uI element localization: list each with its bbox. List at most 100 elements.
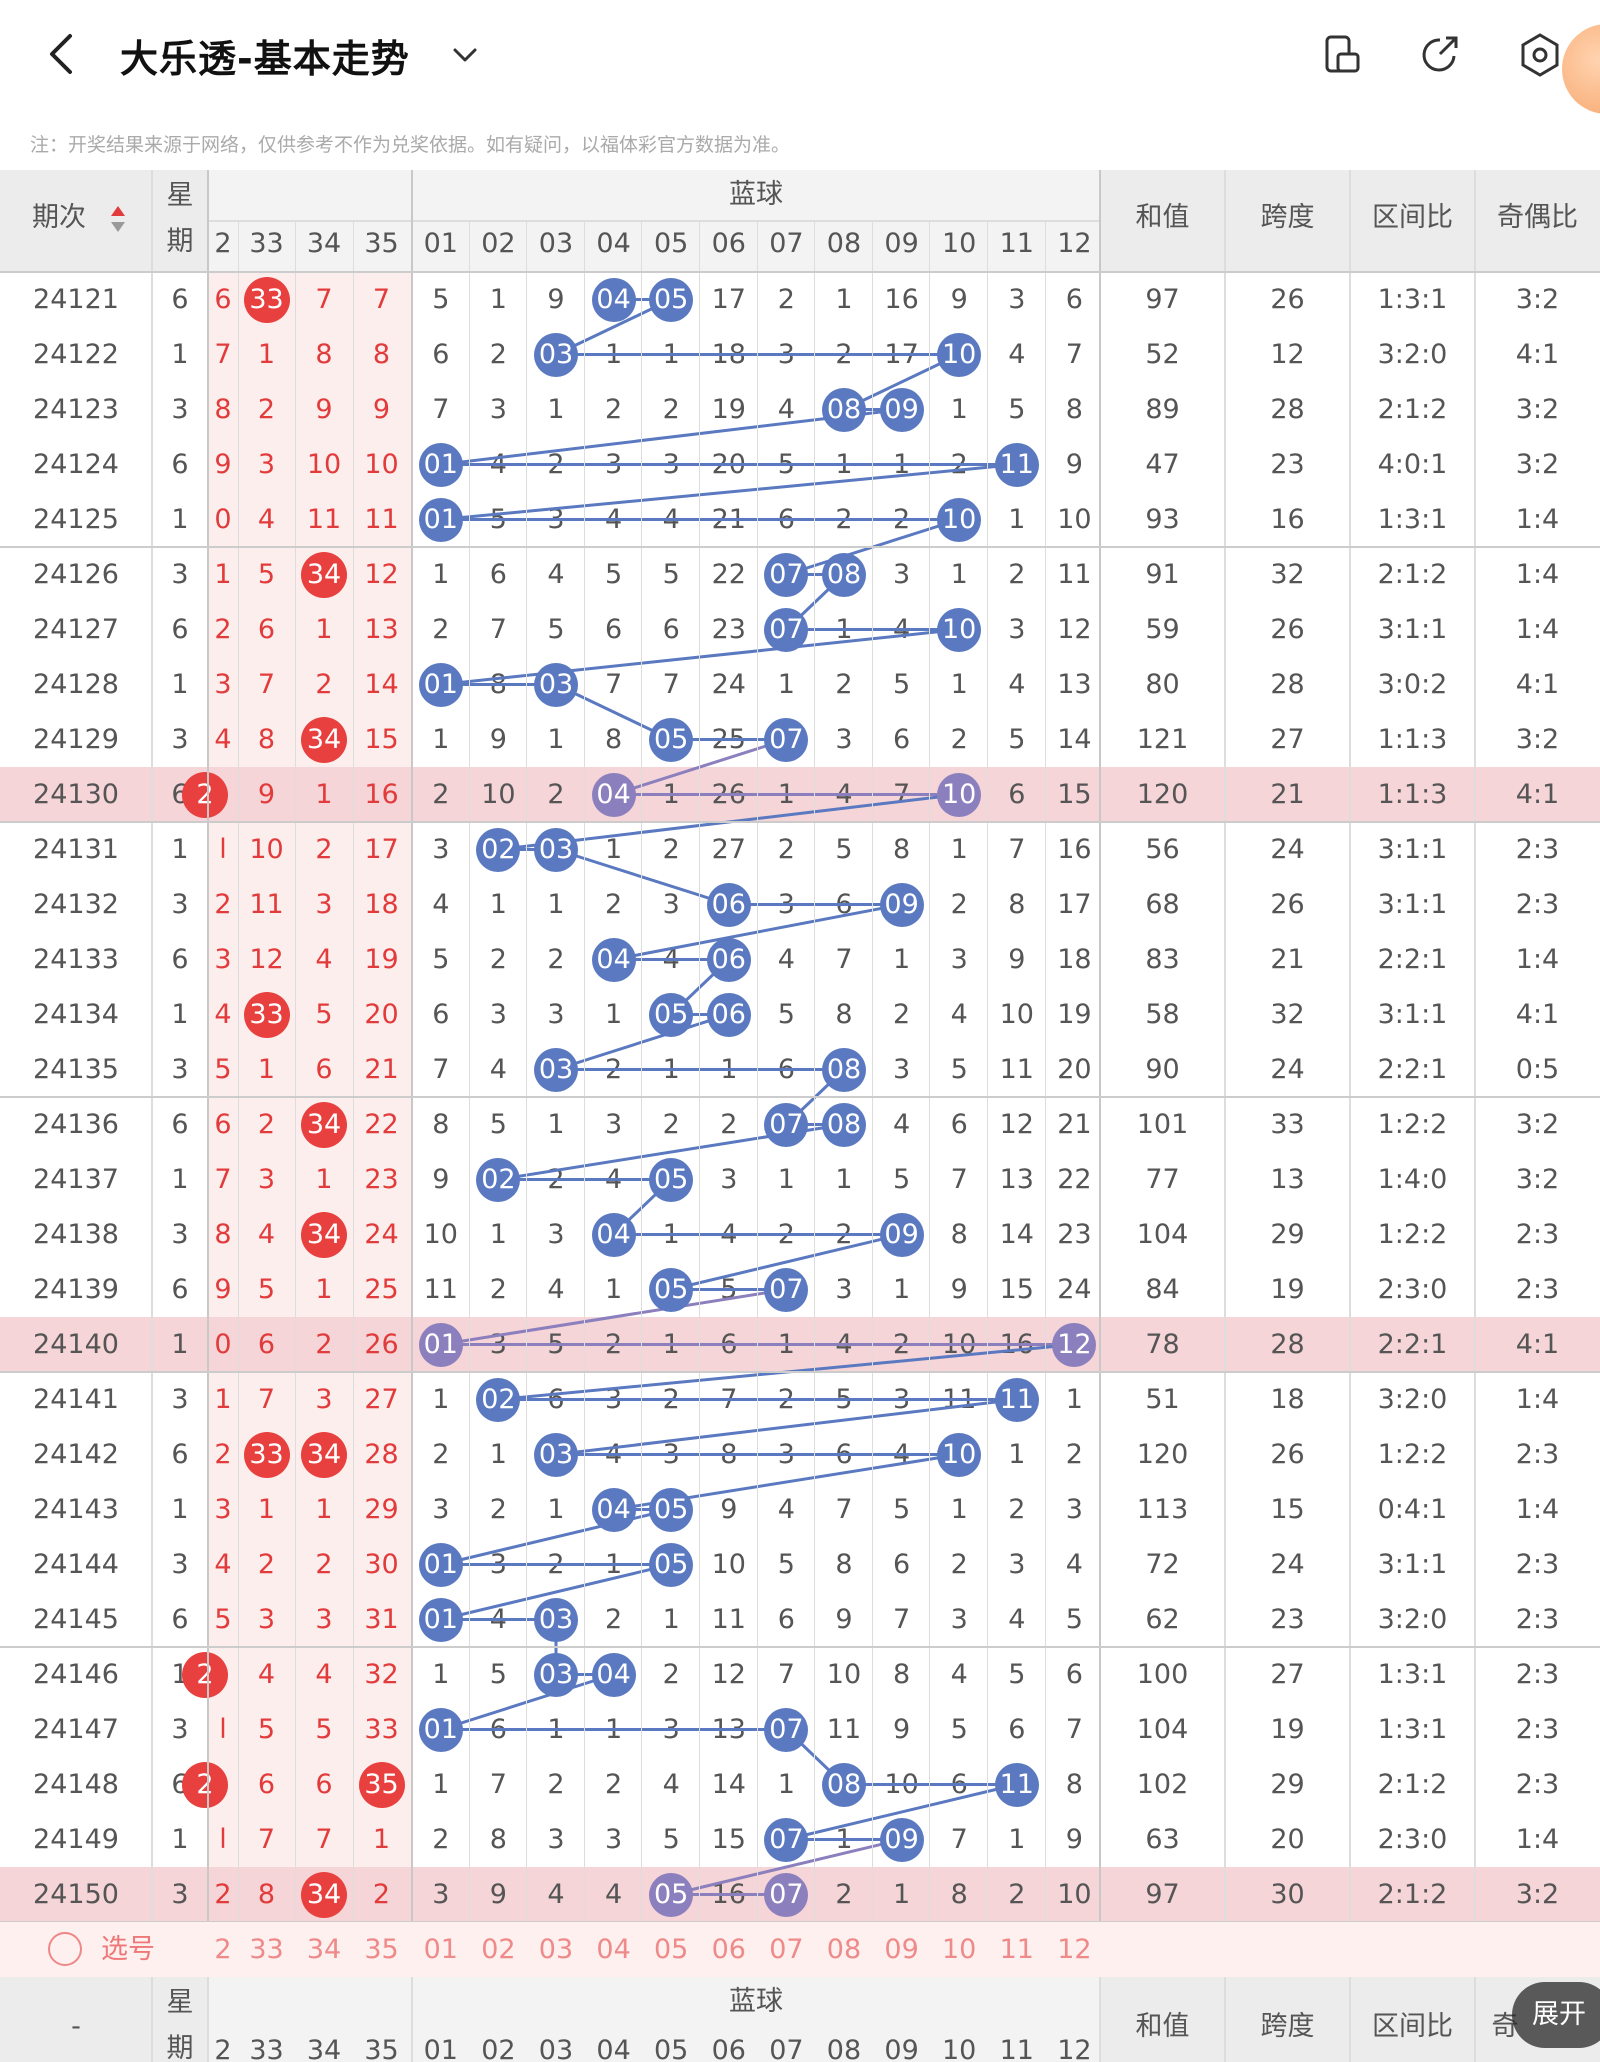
blue-col-header: 10 — [942, 228, 977, 259]
trend-link-line — [555, 1013, 730, 1071]
week-cell: 3 — [171, 724, 189, 755]
blue-miss-cell: 2 — [547, 779, 565, 810]
red-zone-bg — [208, 932, 412, 987]
zone-ratio-cell: 3:2:0 — [1377, 1604, 1448, 1635]
red-miss-cell: 6 — [257, 1769, 276, 1800]
blue-ball: 07 — [764, 717, 809, 762]
header-divider — [208, 220, 1100, 222]
period-header[interactable]: 期次 — [32, 202, 86, 233]
select-blue-number[interactable]: 11 — [999, 1934, 1034, 1965]
trend-link-line — [440, 1673, 615, 1731]
red-col-divider — [238, 220, 239, 1922]
blue-ball: 01 — [418, 662, 463, 707]
blue-miss-cell: 8 — [835, 1549, 853, 1580]
zone-ratio-cell: 1:4:0 — [1377, 1164, 1448, 1195]
parity-ratio-header: 奇偶比 — [1497, 202, 1578, 233]
zone-ratio-cell: 1:1:3 — [1377, 724, 1448, 755]
blue-ball: 02 — [476, 1157, 521, 1202]
sort-icon[interactable] — [110, 204, 126, 234]
blue-miss-cell: 6 — [432, 339, 450, 370]
chevron-down-icon[interactable] — [448, 38, 482, 72]
footer-divider — [411, 1977, 413, 2062]
select-blue-number[interactable]: 12 — [1057, 1934, 1092, 1965]
red-miss-cell: 8 — [315, 339, 333, 370]
settings-hexagon-icon[interactable] — [1515, 30, 1565, 80]
footer-red-col: 34 — [306, 2035, 342, 2062]
tablet-icon[interactable] — [1318, 30, 1368, 80]
blue-miss-cell: 19 — [711, 394, 746, 425]
blue-miss-cell: 6 — [605, 614, 623, 645]
expand-button[interactable]: 展开 — [1512, 1982, 1600, 2048]
week-cell: 3 — [171, 1879, 189, 1910]
red-miss-cell: 22 — [364, 1109, 399, 1140]
span-cell: 21 — [1270, 779, 1305, 810]
blue-miss-cell: 7 — [1008, 834, 1026, 865]
blue-miss-cell: 5 — [893, 1494, 911, 1525]
back-arrow-icon[interactable] — [38, 30, 86, 78]
parity-ratio-cell: 4:1 — [1515, 669, 1560, 700]
select-red-number[interactable]: 35 — [364, 1934, 399, 1965]
blue-miss-cell: 1 — [489, 1439, 507, 1470]
share-icon[interactable] — [1416, 30, 1466, 80]
blue-miss-cell: 1 — [547, 394, 565, 425]
blue-miss-cell: 2 — [1008, 559, 1026, 590]
period-cell: 24145 — [33, 1604, 119, 1635]
blue-miss-cell: 7 — [489, 1769, 507, 1800]
blue-ball: 01 — [418, 497, 463, 542]
sum-cell: 97 — [1145, 284, 1180, 315]
red-miss-cell: 0 — [214, 1329, 232, 1360]
blue-ball: 04 — [591, 277, 636, 322]
period-cell: 24146 — [33, 1659, 119, 1690]
select-blue-number[interactable]: 08 — [826, 1934, 862, 1965]
trend-link-line — [440, 463, 1017, 521]
select-blue-number[interactable]: 06 — [711, 1934, 746, 1965]
blue-miss-cell: 3 — [547, 1219, 565, 1250]
blue-miss-cell: 4 — [893, 1109, 911, 1140]
span-cell: 32 — [1270, 559, 1305, 590]
sum-cell: 77 — [1145, 1164, 1180, 1195]
parity-ratio-cell: 2:3 — [1515, 1769, 1560, 1800]
select-blue-number[interactable]: 03 — [538, 1934, 574, 1965]
select-blue-number[interactable]: 09 — [884, 1934, 919, 1965]
blue-ball: 06 — [706, 937, 751, 982]
blue-miss-cell: 2 — [950, 1549, 968, 1580]
select-red-number[interactable]: 33 — [249, 1934, 284, 1965]
blue-miss-cell: 17 — [1057, 889, 1092, 920]
select-red-number[interactable]: 34 — [306, 1934, 342, 1965]
select-blue-number[interactable]: 02 — [481, 1934, 516, 1965]
red-miss-cell: 1 — [315, 1164, 333, 1195]
red-miss-cell: 2 — [257, 394, 276, 425]
select-blue-number[interactable]: 04 — [596, 1934, 631, 1965]
blue-miss-cell: 18 — [1057, 944, 1092, 975]
avatar-icon[interactable] — [1562, 24, 1600, 114]
select-label[interactable]: 选号 — [101, 1934, 155, 1965]
blue-ball: 03 — [534, 1432, 578, 1477]
blue-miss-cell: 8 — [432, 1109, 450, 1140]
blue-miss-cell: 13 — [1057, 669, 1092, 700]
parity-ratio-cell: 4:1 — [1515, 999, 1560, 1030]
blue-miss-cell: 2 — [720, 1109, 738, 1140]
blue-miss-cell: 7 — [662, 669, 680, 700]
blue-ball: 07 — [764, 1267, 809, 1312]
footer-period: - — [71, 2011, 81, 2042]
zone-ratio-cell: 2:2:1 — [1377, 1054, 1448, 1085]
select-blue-number[interactable]: 07 — [769, 1934, 804, 1965]
select-blue-number[interactable]: 05 — [654, 1934, 689, 1965]
blue-miss-cell: 24 — [711, 669, 746, 700]
span-cell: 13 — [1270, 1164, 1305, 1195]
blue-col-header: 07 — [769, 228, 804, 259]
select-blue-number[interactable]: 01 — [423, 1934, 458, 1965]
column-divider — [151, 170, 153, 1922]
select-radio-icon[interactable] — [48, 1932, 82, 1966]
red-ball: 34 — [301, 1431, 347, 1478]
select-row-bg — [0, 1922, 1100, 1977]
blue-miss-cell: 3 — [547, 999, 565, 1030]
blue-ball: 07 — [764, 1102, 809, 1147]
period-cell: 24132 — [33, 889, 119, 920]
red-miss-cell: l — [219, 1824, 227, 1855]
red-miss-cell: 3 — [214, 944, 232, 975]
select-red-number[interactable]: 2 — [214, 1934, 232, 1965]
page-title[interactable]: 大乐透-基本走势 — [120, 37, 410, 81]
select-blue-number[interactable]: 10 — [942, 1934, 977, 1965]
blue-miss-cell: 10 — [999, 999, 1034, 1030]
